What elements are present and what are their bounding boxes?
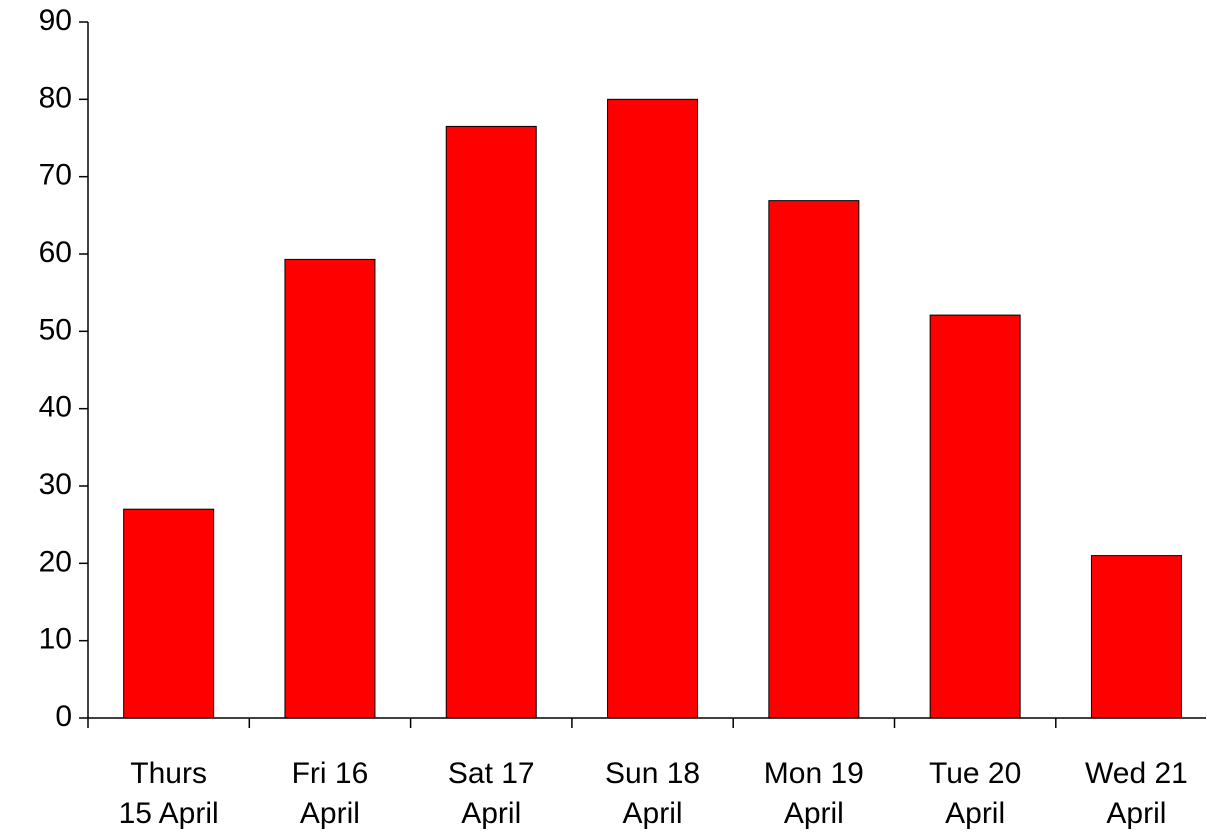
y-tick-label: 40 (39, 391, 72, 424)
x-tick-label: Sun 18 April (605, 757, 701, 830)
bar (445, 125, 537, 719)
y-tick-label: 0 (55, 700, 72, 733)
bar (607, 98, 699, 719)
bar (929, 314, 1021, 719)
y-tick-label: 90 (39, 4, 72, 37)
bar (123, 508, 215, 719)
y-tick-label: 60 (39, 236, 72, 269)
y-tick-label: 70 (39, 159, 72, 192)
x-tick-label: Sat 17 April (447, 757, 535, 830)
x-tick-label: Tue 20 April (928, 757, 1022, 830)
x-tick-label: Mon 19 April (763, 757, 864, 830)
y-tick-label: 80 (39, 81, 72, 114)
y-tick-label: 20 (39, 545, 72, 578)
bar (768, 200, 860, 719)
y-tick-label: 50 (39, 313, 72, 346)
bar (1090, 555, 1182, 719)
x-tick-label: Wed 21 April (1085, 757, 1188, 830)
y-tick-label: 30 (39, 468, 72, 501)
x-tick-label: Fri 16 April (291, 757, 369, 830)
bar (284, 258, 376, 719)
x-tick-label: Thurs 15 April (118, 757, 219, 830)
y-tick-label: 10 (39, 623, 72, 656)
